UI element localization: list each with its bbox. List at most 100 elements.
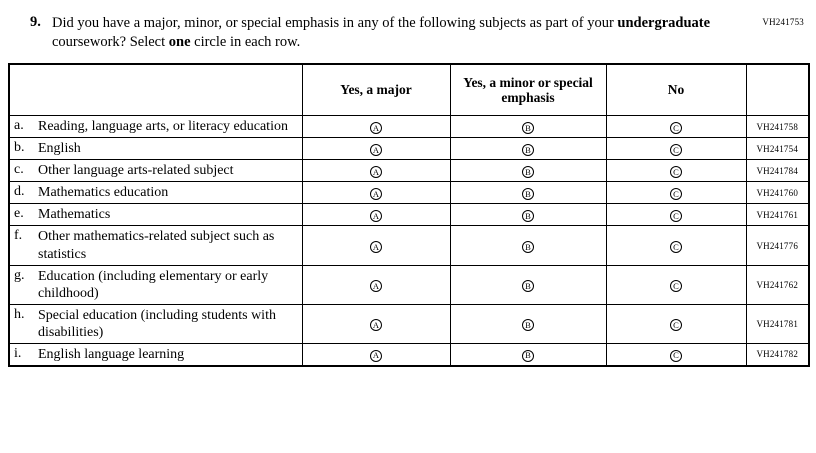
option-circle-no[interactable]: C (670, 143, 682, 156)
option-cell-no: C (605, 342, 747, 367)
row-label-cell: i. English language learning (8, 342, 303, 367)
option-cell-minor: B (449, 303, 607, 344)
question-text-part3: circle in each row. (190, 33, 301, 50)
question-text-part2: coursework? Select (52, 33, 169, 50)
option-circle-minor[interactable]: B (522, 143, 534, 156)
option-circle-minor[interactable]: B (522, 240, 534, 253)
question-text-part1: Did you have a major, minor, or special … (52, 15, 618, 31)
table-row: f. Other mathematics-related subject such… (8, 225, 810, 266)
option-cell-no: C (605, 137, 747, 161)
table-row: g. Education (including elementary or ear… (8, 264, 810, 305)
row-label: English (38, 141, 81, 157)
option-cell-major: A (301, 115, 451, 139)
option-circle-minor[interactable]: B (522, 121, 534, 134)
row-code: VH241781 (745, 303, 810, 344)
option-circle-major[interactable]: A (370, 210, 382, 223)
question-number: 9. (30, 14, 41, 30)
option-cell-major: A (301, 264, 451, 305)
row-code: VH241776 (745, 225, 810, 266)
option-circle-no[interactable]: C (670, 210, 682, 223)
option-circle-minor[interactable]: B (522, 188, 534, 201)
option-circle-major[interactable]: A (370, 349, 382, 362)
table-row: d. Mathematics education A B C VH241760 (8, 181, 810, 205)
row-code: VH241754 (745, 137, 810, 161)
option-circle-minor[interactable]: B (522, 349, 534, 362)
option-cell-minor: B (449, 181, 607, 205)
table-row: e. Mathematics A B C VH241761 (8, 203, 810, 227)
row-label: Other mathematics-related subject such a… (38, 229, 275, 262)
option-circle-minor[interactable]: B (522, 166, 534, 179)
row-label-cell: h. Special education (including students … (8, 303, 303, 344)
option-circle-minor[interactable]: B (522, 319, 534, 332)
option-cell-no: C (605, 264, 747, 305)
row-label: English language learning (38, 346, 185, 362)
row-label: Mathematics education (38, 185, 169, 201)
row-label: Special education (including students wi… (38, 307, 276, 340)
header-row: Yes, a major Yes, a minor or special emp… (8, 63, 810, 117)
option-cell-minor: B (449, 225, 607, 266)
option-circle-major[interactable]: A (370, 121, 382, 134)
question-bold-undergraduate: undergraduate (617, 15, 711, 31)
header-blank-label (8, 63, 303, 117)
option-cell-minor: B (449, 137, 607, 161)
option-circle-minor[interactable]: B (522, 279, 534, 292)
option-circle-no[interactable]: C (670, 121, 682, 134)
option-circle-major[interactable]: A (370, 166, 382, 179)
table-row: b. English A B C VH241754 (8, 137, 810, 161)
option-cell-no: C (605, 203, 747, 227)
table-row: i. English language learning A B C VH2417… (8, 342, 810, 367)
option-circle-major[interactable]: A (370, 319, 382, 332)
row-letter: f. (14, 228, 23, 244)
row-code: VH241758 (745, 115, 810, 139)
row-code: VH241784 (745, 159, 810, 183)
option-cell-minor: B (449, 115, 607, 139)
row-label: Mathematics (38, 207, 111, 223)
option-cell-major: A (301, 137, 451, 161)
question-text: Did you have a major, minor, or special … (52, 14, 758, 51)
option-cell-no: C (605, 225, 747, 266)
col-header-minor: Yes, a minor or special emphasis (449, 63, 607, 117)
option-circle-major[interactable]: A (370, 279, 382, 292)
option-circle-major[interactable]: A (370, 188, 382, 201)
row-letter: a. (14, 118, 24, 134)
option-cell-major: A (301, 225, 451, 266)
survey-page: { "page_code": "VH241753", "question": {… (0, 14, 816, 453)
row-code: VH241782 (745, 342, 810, 367)
row-label-cell: f. Other mathematics-related subject such… (8, 225, 303, 266)
option-circle-no[interactable]: C (670, 279, 682, 292)
row-code: VH241760 (745, 181, 810, 205)
option-cell-minor: B (449, 264, 607, 305)
row-letter: g. (14, 267, 25, 283)
option-cell-minor: B (449, 159, 607, 183)
option-circle-no[interactable]: C (670, 349, 682, 362)
row-letter: c. (14, 162, 24, 178)
col-header-no: No (605, 63, 747, 117)
row-label-cell: b. English (8, 137, 303, 161)
row-label: Education (including elementary or early… (38, 268, 269, 301)
option-circle-major[interactable]: A (370, 143, 382, 156)
option-cell-major: A (301, 303, 451, 344)
row-letter: h. (14, 306, 25, 322)
option-circle-no[interactable]: C (670, 319, 682, 332)
option-circle-no[interactable]: C (670, 166, 682, 179)
question-bold-one: one (168, 33, 191, 50)
option-cell-minor: B (449, 342, 607, 367)
row-letter: d. (14, 184, 25, 200)
row-label: Other language arts-related subject (38, 163, 234, 179)
option-cell-major: A (301, 181, 451, 205)
page-code: VH241753 (762, 17, 804, 27)
option-circle-no[interactable]: C (670, 188, 682, 201)
row-label: Reading, language arts, or literacy educ… (38, 119, 288, 135)
option-circle-no[interactable]: C (670, 240, 682, 253)
option-circle-major[interactable]: A (370, 240, 382, 253)
row-code: VH241762 (745, 264, 810, 305)
row-letter: e. (14, 206, 24, 222)
table-row: h. Special education (including students … (8, 303, 810, 344)
header-blank-code (745, 63, 810, 117)
row-label-cell: e. Mathematics (8, 203, 303, 227)
option-cell-major: A (301, 159, 451, 183)
option-circle-minor[interactable]: B (522, 210, 534, 223)
option-cell-no: C (605, 159, 747, 183)
option-cell-no: C (605, 181, 747, 205)
row-label-cell: a. Reading, language arts, or literacy ed… (8, 115, 303, 139)
